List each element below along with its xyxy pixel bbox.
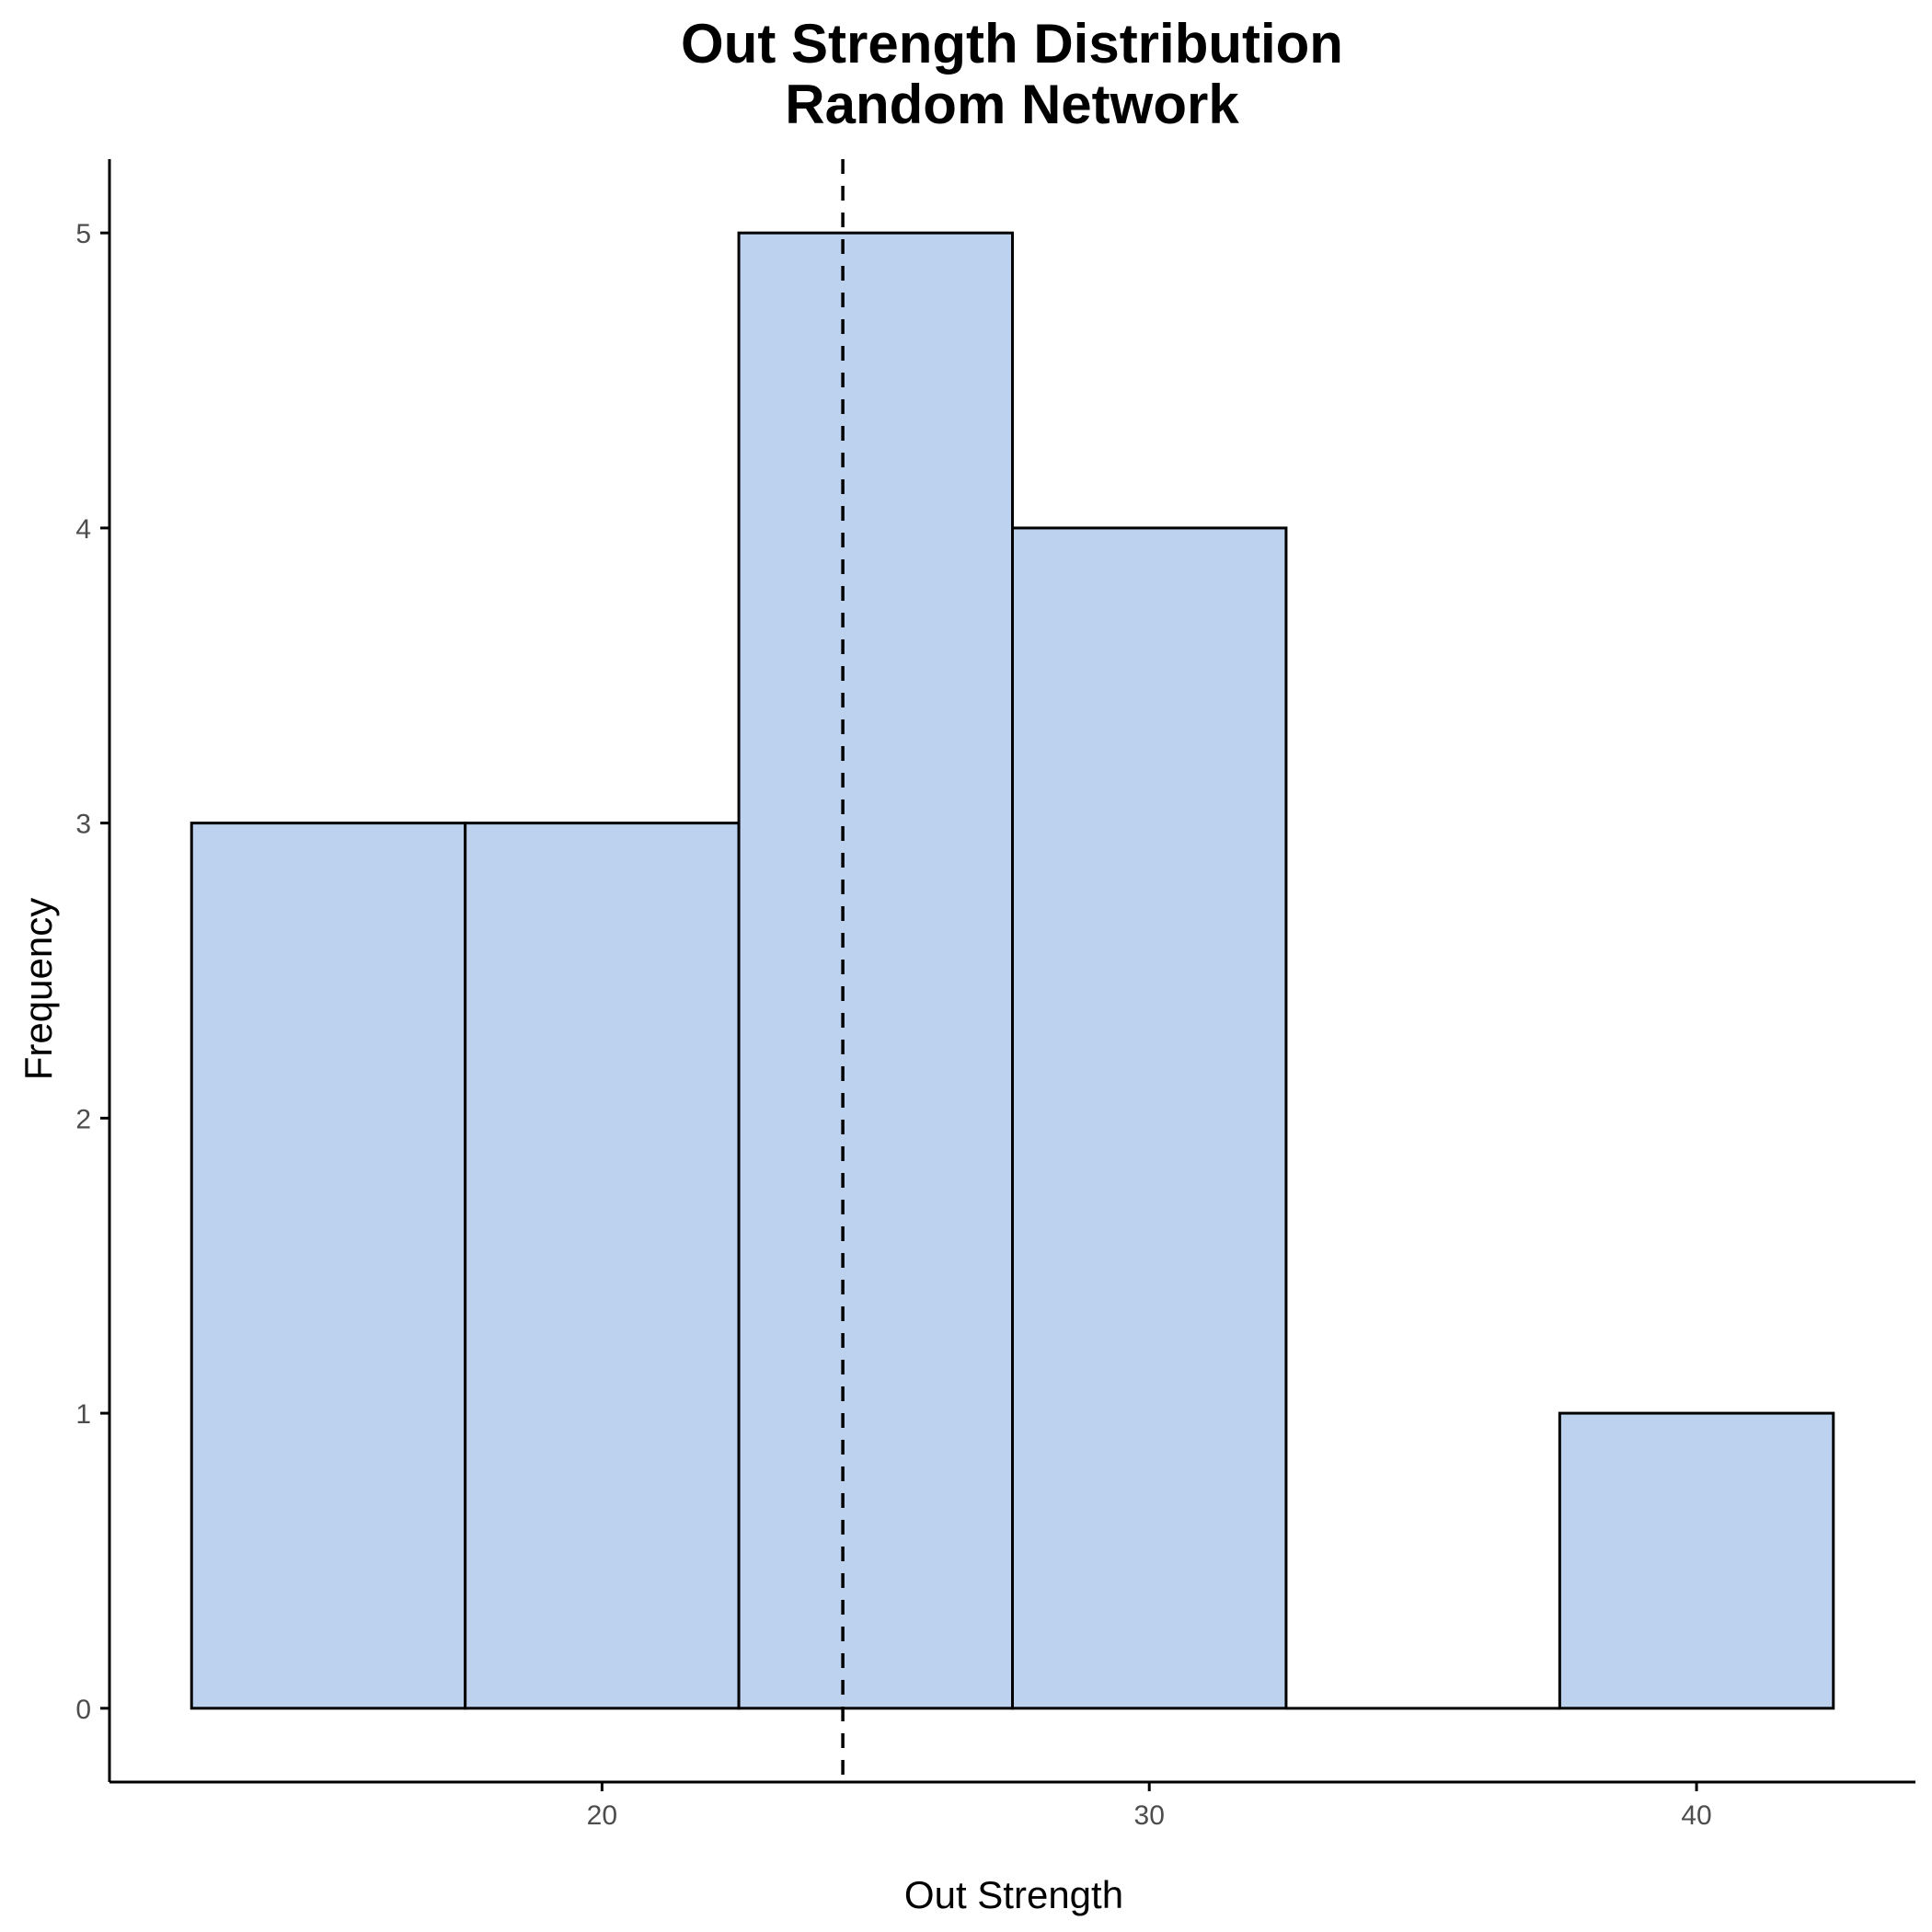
y-tick-label-1: 1 <box>75 1399 91 1430</box>
y-tick-label-0: 0 <box>75 1695 91 1725</box>
bars-group <box>190 231 1835 1710</box>
histogram-bar-4 <box>1011 526 1288 1710</box>
y-tick-label-2: 2 <box>75 1104 91 1134</box>
chart-title: Out Strength Distribution <box>681 13 1343 75</box>
x-tick-label-30: 30 <box>1134 1800 1165 1831</box>
histogram-bar-2 <box>464 822 741 1710</box>
x-axis-label: Out Strength <box>904 1873 1123 1916</box>
x-tick-label-20: 20 <box>587 1800 617 1831</box>
x-tick-label-40: 40 <box>1681 1800 1711 1831</box>
y-tick-label-4: 4 <box>75 514 91 545</box>
histogram-bar-1 <box>190 822 467 1710</box>
chart-subtitle: Random Network <box>785 74 1239 135</box>
histogram-bar-6 <box>1558 1411 1835 1710</box>
y-axis-label: Frequency <box>17 898 60 1080</box>
axes-group: 0 1 2 3 4 5 20 30 40 <box>75 159 1915 1831</box>
y-tick-label-5: 5 <box>75 219 91 249</box>
histogram-bar-3 <box>737 231 1014 1710</box>
y-tick-label-3: 3 <box>75 810 91 840</box>
